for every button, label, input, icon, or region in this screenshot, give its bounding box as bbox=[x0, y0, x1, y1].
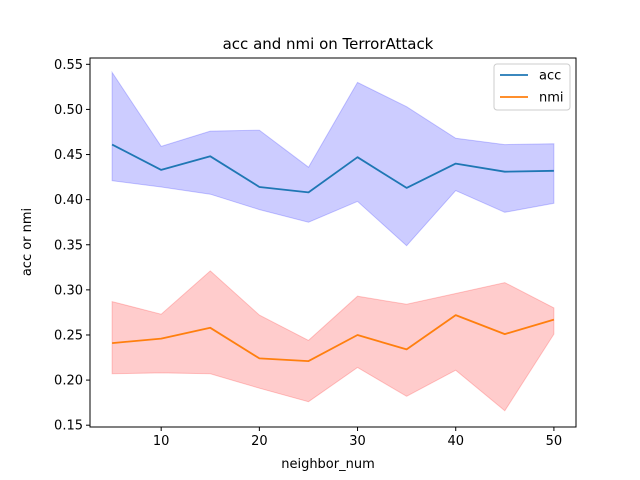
x-tick-label: 20 bbox=[251, 434, 268, 449]
acc-legend-label: acc bbox=[539, 69, 561, 84]
y-tick-label: 0.50 bbox=[54, 103, 83, 118]
x-tick-label: 50 bbox=[546, 434, 563, 449]
y-tick-label: 0.55 bbox=[54, 58, 83, 73]
y-tick-label: 0.45 bbox=[54, 148, 83, 163]
nmi-legend-label: nmi bbox=[539, 91, 564, 106]
y-tick-label: 0.35 bbox=[54, 238, 83, 253]
confidence-bands bbox=[111, 70, 555, 412]
y-tick-label: 0.20 bbox=[54, 374, 83, 389]
chart-title: acc and nmi on TerrorAttack bbox=[223, 35, 434, 53]
nmi-band bbox=[111, 270, 555, 412]
y-tick-label: 0.25 bbox=[54, 328, 83, 343]
x-axis-label: neighbor_num bbox=[281, 457, 375, 472]
acc-line bbox=[111, 143, 554, 194]
y-tick-label: 0.40 bbox=[54, 193, 83, 208]
x-axis: 10 20 30 40 50 bbox=[153, 427, 562, 449]
x-tick-label: 10 bbox=[153, 434, 170, 449]
y-axis-label: acc or nmi bbox=[20, 208, 35, 276]
legend: acc nmi bbox=[493, 63, 571, 111]
x-tick-label: 40 bbox=[447, 434, 464, 449]
nmi-line bbox=[112, 314, 555, 363]
y-axis: 0.15 0.20 0.25 0.30 0.35 0.40 0.45 0.50 0.55 bbox=[54, 58, 90, 434]
plot-frame bbox=[89, 57, 577, 428]
series-lines bbox=[111, 143, 555, 363]
x-tick-label: 30 bbox=[349, 434, 366, 449]
acc-band bbox=[111, 70, 555, 247]
y-tick-label: 0.30 bbox=[54, 283, 83, 298]
y-tick-label: 0.15 bbox=[54, 419, 83, 434]
